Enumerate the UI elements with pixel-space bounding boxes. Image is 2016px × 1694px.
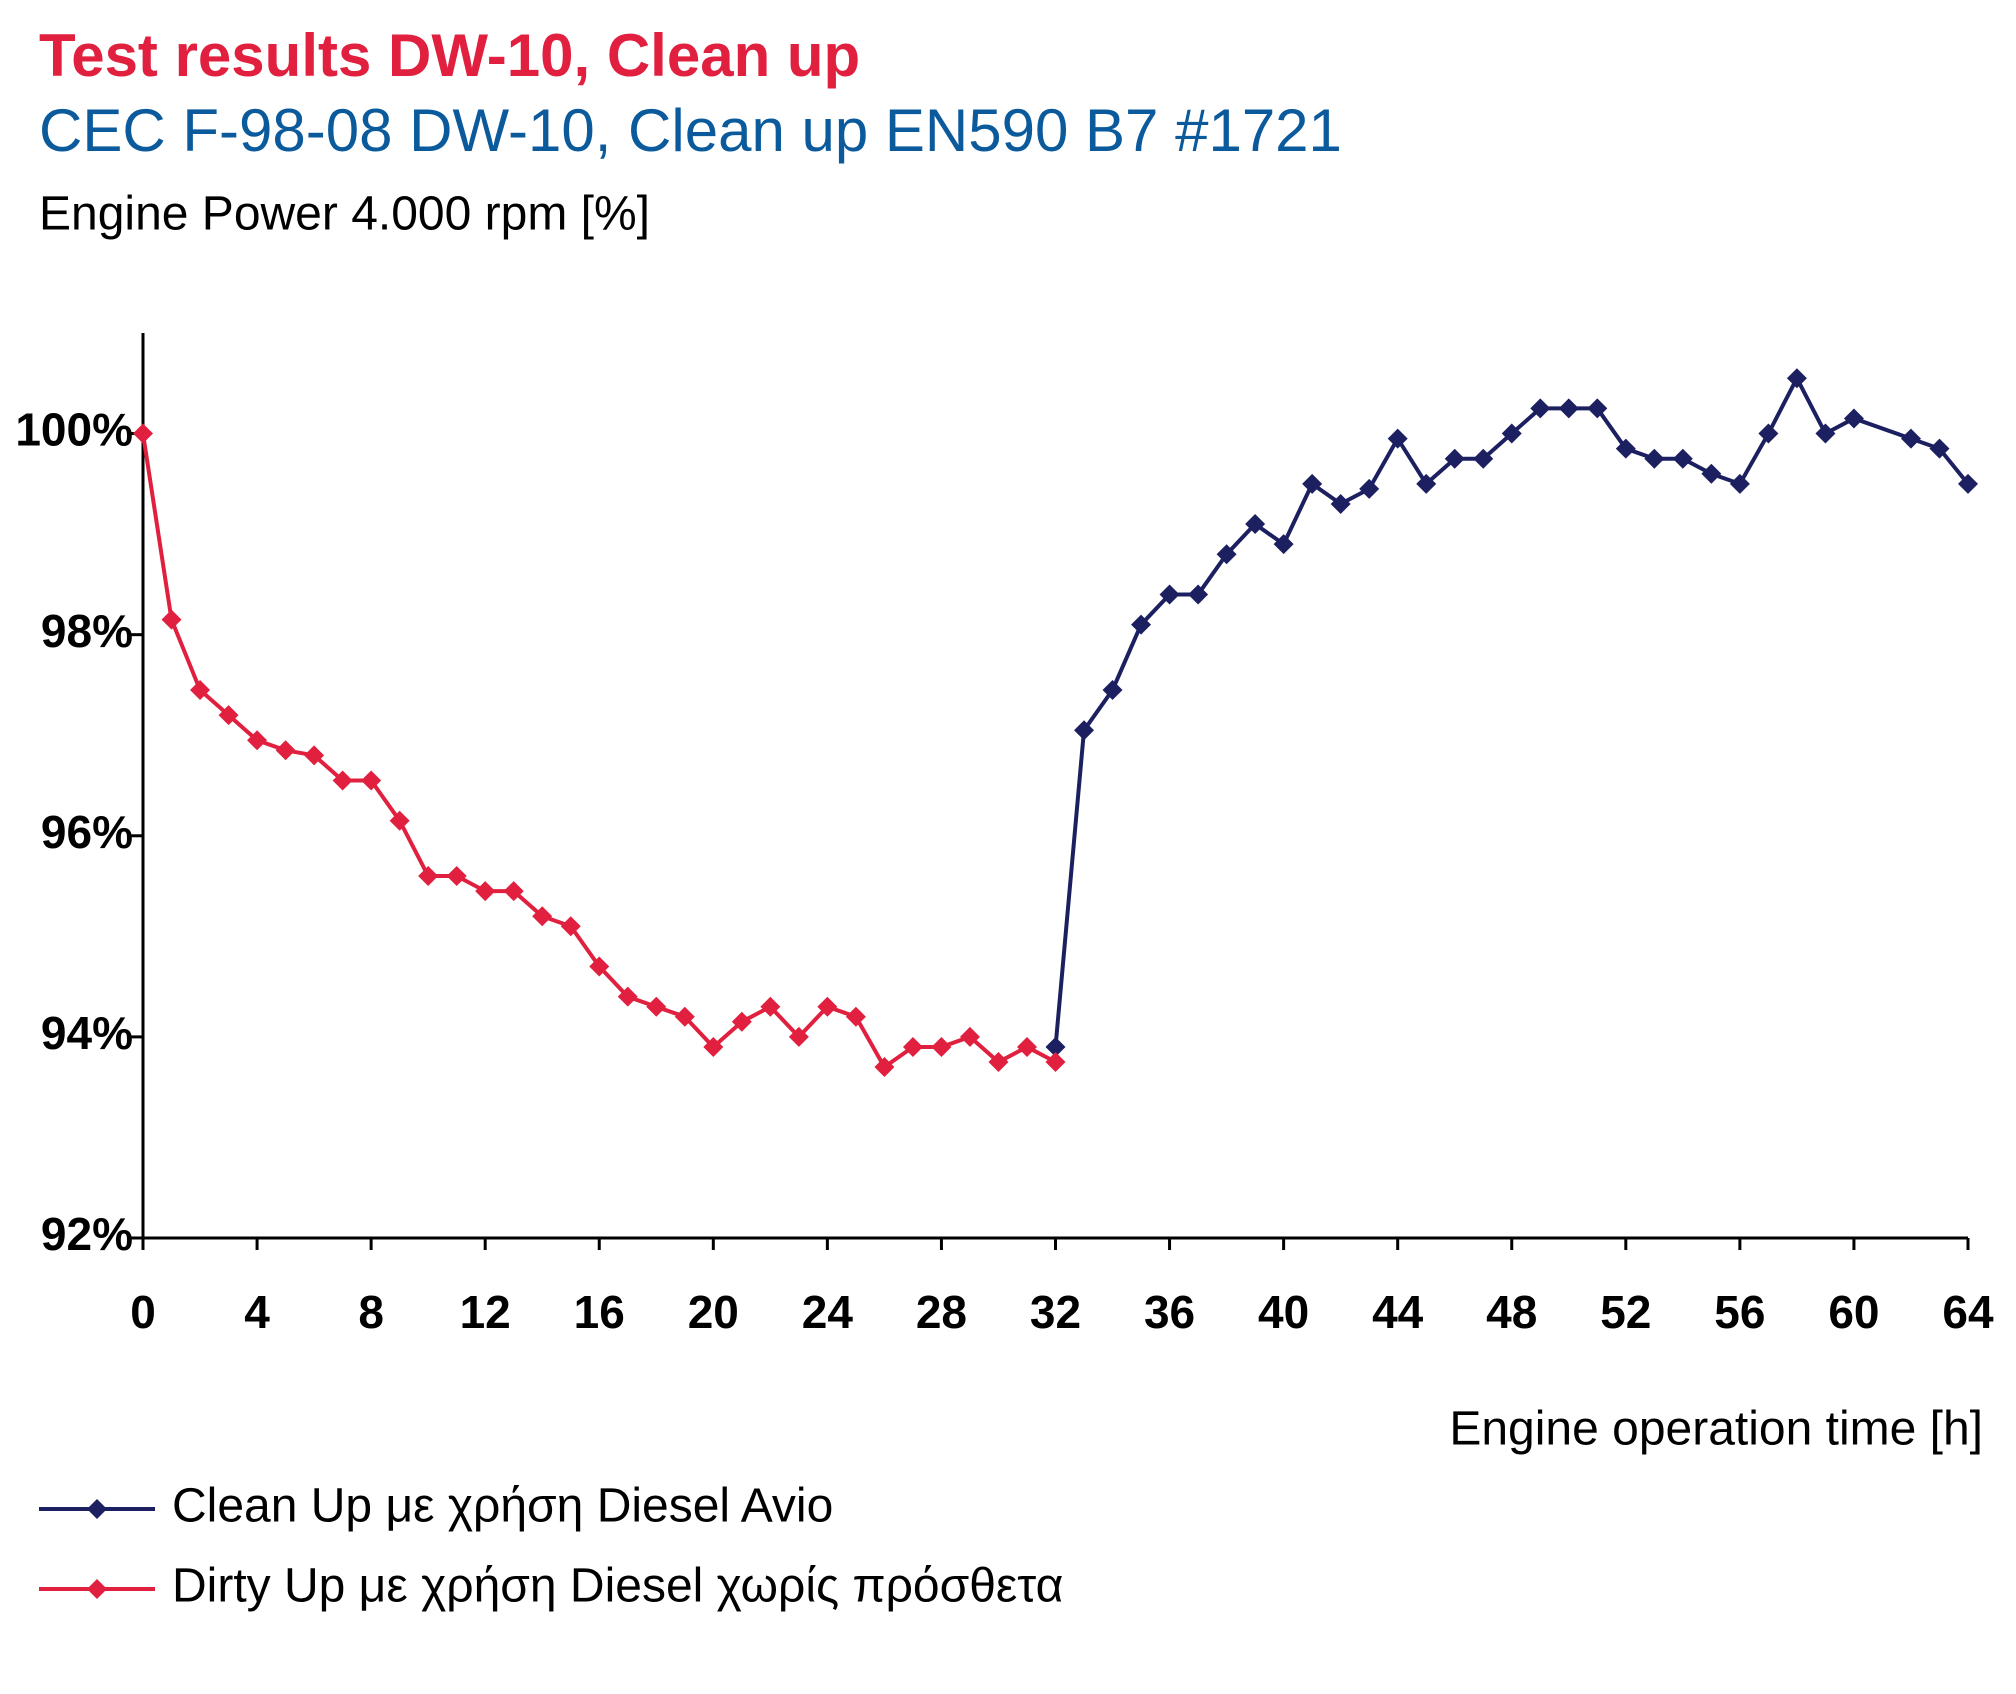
- data-point: [874, 1057, 895, 1078]
- data-point: [532, 906, 553, 927]
- data-point: [1900, 428, 1921, 449]
- data-point: [1387, 428, 1408, 449]
- data-point: [161, 609, 182, 630]
- data-point: [475, 881, 496, 902]
- data-point: [1045, 1052, 1066, 1073]
- data-point: [1102, 679, 1123, 700]
- data-point: [1016, 1036, 1037, 1057]
- data-point: [418, 866, 439, 886]
- data-point: [1501, 423, 1522, 444]
- data-point: [1672, 448, 1693, 469]
- x-tick-label: 20: [688, 1286, 739, 1338]
- data-point: [1558, 398, 1579, 419]
- data-point: [1074, 720, 1095, 741]
- x-tick-label: 16: [574, 1286, 625, 1338]
- x-tick-label: 36: [1144, 1286, 1195, 1338]
- data-point: [1444, 448, 1465, 469]
- data-point: [1843, 408, 1864, 429]
- data-point: [1330, 493, 1351, 514]
- data-point: [788, 1026, 809, 1047]
- data-point: [1216, 544, 1237, 565]
- data-point: [1729, 473, 1750, 494]
- data-point: [389, 810, 410, 831]
- y-tick-label: 96%: [41, 806, 133, 858]
- data-point: [1815, 423, 1836, 444]
- y-axis-label: Engine Power 4.000 rpm [%]: [39, 188, 650, 241]
- data-point: [1416, 473, 1437, 494]
- x-tick-label: 12: [460, 1286, 511, 1338]
- legend-label: Clean Up με χρήση Diesel Avio: [172, 1480, 833, 1533]
- data-point: [674, 1006, 695, 1027]
- data-point: [1245, 514, 1266, 535]
- data-point: [703, 1036, 724, 1057]
- data-point: [1701, 463, 1722, 484]
- data-point: [275, 740, 296, 761]
- x-tick-label: 4: [244, 1286, 270, 1338]
- data-point: [817, 996, 838, 1017]
- x-tick-label: 56: [1714, 1286, 1765, 1338]
- data-point: [503, 881, 524, 902]
- chart-subtitle: CEC F-98-08 DW-10, Clean up EN590 B7 #17…: [39, 97, 1342, 164]
- data-point: [1587, 398, 1608, 419]
- data-point: [190, 679, 211, 700]
- data-point: [1159, 584, 1180, 605]
- data-point: [560, 916, 581, 937]
- x-tick-label: 44: [1372, 1286, 1424, 1338]
- data-point: [1188, 584, 1209, 605]
- x-tick-label: 28: [916, 1286, 967, 1338]
- x-tick-label: 32: [1030, 1286, 1081, 1338]
- data-point: [361, 770, 382, 791]
- data-point: [589, 956, 610, 977]
- series-line: [1053, 373, 1970, 1048]
- data-point: [332, 770, 353, 791]
- x-tick-label: 24: [802, 1286, 854, 1338]
- y-tick-label: 94%: [41, 1007, 133, 1059]
- chart-title: Test results DW-10, Clean up: [39, 22, 860, 89]
- data-point: [1958, 473, 1978, 494]
- data-point: [1045, 1036, 1066, 1057]
- legend-label: Dirty Up με χρήση Diesel χωρίς πρόσθετα: [172, 1560, 1063, 1613]
- data-point: [988, 1052, 1009, 1073]
- data-point: [1131, 614, 1152, 635]
- data-point: [845, 1006, 866, 1027]
- y-tick-label: 92%: [41, 1208, 133, 1260]
- data-point: [646, 996, 667, 1017]
- data-point: [304, 745, 325, 766]
- x-axis-label: Engine operation time [h]: [1449, 1403, 1983, 1456]
- x-tick-label: 64: [1942, 1286, 1994, 1338]
- x-tick-label: 40: [1258, 1286, 1309, 1338]
- data-point: [760, 996, 781, 1017]
- x-tick-label: 8: [358, 1286, 384, 1338]
- legend-marker: [87, 1579, 107, 1599]
- data-point: [1473, 448, 1494, 469]
- data-point: [1644, 448, 1665, 469]
- data-point: [1929, 438, 1950, 459]
- data-point: [446, 866, 467, 886]
- data-point: [731, 1011, 752, 1032]
- x-tick-label: 48: [1486, 1286, 1537, 1338]
- data-point: [247, 730, 268, 751]
- data-point: [931, 1036, 952, 1057]
- x-tick-label: 0: [130, 1286, 156, 1338]
- data-point: [1302, 473, 1323, 494]
- data-point: [617, 986, 638, 1007]
- data-point: [133, 423, 153, 444]
- x-tick-label: 52: [1600, 1286, 1651, 1338]
- data-point: [959, 1026, 980, 1047]
- y-tick-label: 100%: [15, 404, 133, 456]
- data-point: [218, 705, 239, 726]
- legend-marker: [87, 1499, 107, 1519]
- data-point: [1758, 423, 1779, 444]
- data-point: [1273, 534, 1294, 555]
- x-tick-label: 60: [1828, 1286, 1879, 1338]
- y-tick-label: 98%: [41, 605, 133, 657]
- data-point: [1359, 478, 1380, 499]
- data-point: [1786, 368, 1807, 389]
- data-point: [902, 1036, 923, 1057]
- data-point: [1615, 438, 1636, 459]
- data-point: [1530, 398, 1551, 419]
